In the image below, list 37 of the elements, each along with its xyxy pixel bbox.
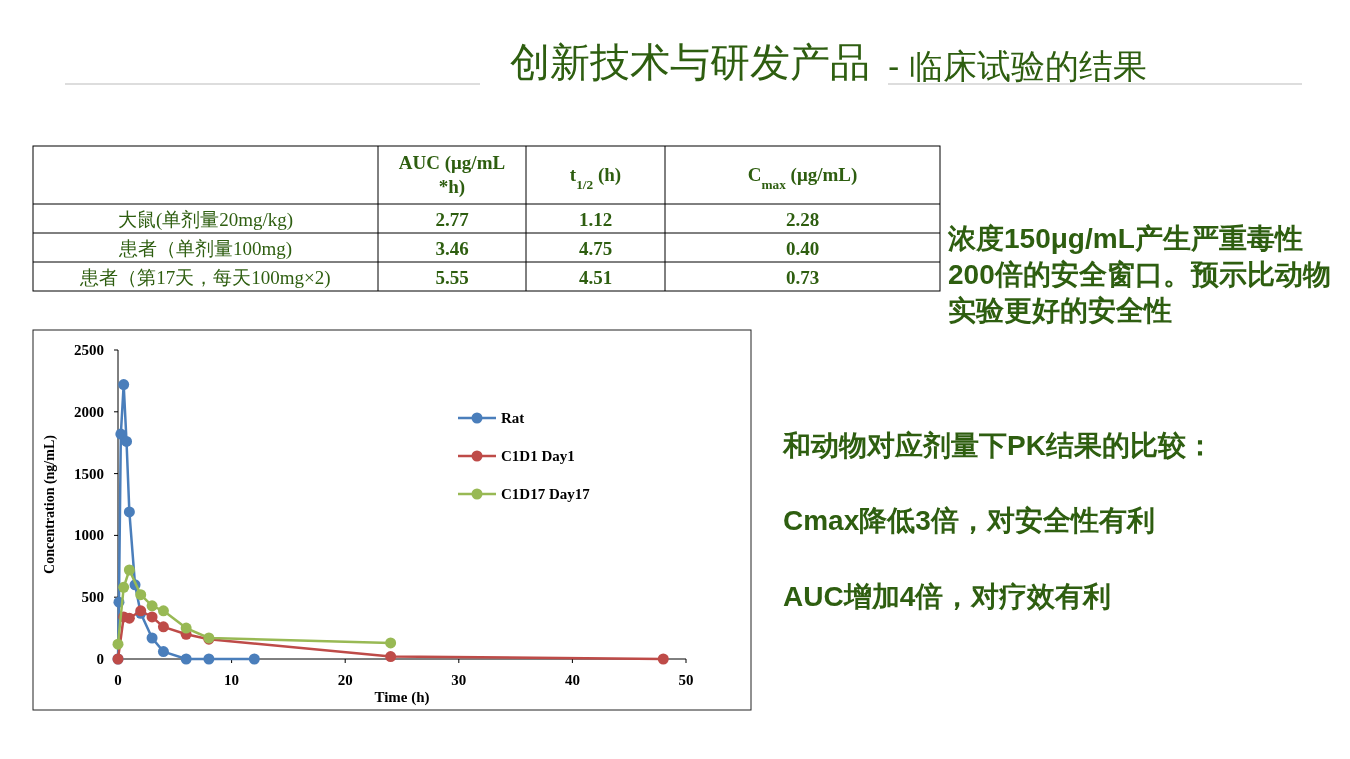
x-tick-label: 30 <box>451 672 467 688</box>
x-tick-label: t$_{1/2}$ (h) <box>569 164 622 192</box>
text: AUC增加4倍，对疗效有利 <box>783 581 1112 612</box>
data-label: 4.51 <box>578 266 613 288</box>
y-tick-label: 0 <box>96 651 104 667</box>
x-tick-label: 40 <box>564 672 580 688</box>
text: 浓度150μg/mL产生严重毒性200倍的安全窗口。预示比动物实验更好的安全性 <box>947 223 1331 326</box>
legend-label: Rat <box>501 410 525 426</box>
y-tick-label: 500 <box>81 589 104 606</box>
x-axis-title: Time (h) <box>374 689 430 706</box>
x-tick-label: 50 <box>678 672 694 688</box>
data-label: 0.73 <box>785 266 820 288</box>
y-tick-label: 大鼠(单剂量20mg/kg) <box>117 208 294 231</box>
x-tick-label: 10 <box>224 672 240 688</box>
y-tick-label: 1000 <box>74 527 104 544</box>
data-label: 5.55 <box>435 266 469 288</box>
y-tick-label: 2500 <box>74 342 104 358</box>
text: Cmax降低3倍，对安全性有利 <box>783 505 1155 536</box>
data-label: 1.12 <box>578 208 613 230</box>
text: - 临床试验的结果 <box>888 47 1147 85</box>
chart-title: 创新技术与研发产品 <box>510 40 870 84</box>
data-label: 2.28 <box>785 208 820 230</box>
y-tick-label: 患者（单剂量100mg) <box>117 237 293 260</box>
y-tick-label: 2000 <box>74 403 104 420</box>
x-tick-label: AUC (μg/mL*h) <box>398 152 506 198</box>
y-tick-label: 患者（第17天，每天100mg×2) <box>79 266 331 289</box>
data-label: 4.75 <box>578 237 613 259</box>
text: 和动物对应剂量下PK结果的比较： <box>782 430 1214 461</box>
x-tick-label: C$_{max}$ (μg/mL) <box>747 164 858 192</box>
x-tick-label: 20 <box>337 672 353 688</box>
data-label: 2.77 <box>435 208 470 230</box>
legend-label: C1D17 Day17 <box>501 486 591 502</box>
legend-label: C1D1 Day1 <box>501 448 575 464</box>
y-tick-label: 1500 <box>74 465 104 482</box>
y-axis-title: Concentration (ng/mL) <box>42 434 58 574</box>
data-label: 0.40 <box>785 237 820 259</box>
data-label: 3.46 <box>435 237 469 259</box>
